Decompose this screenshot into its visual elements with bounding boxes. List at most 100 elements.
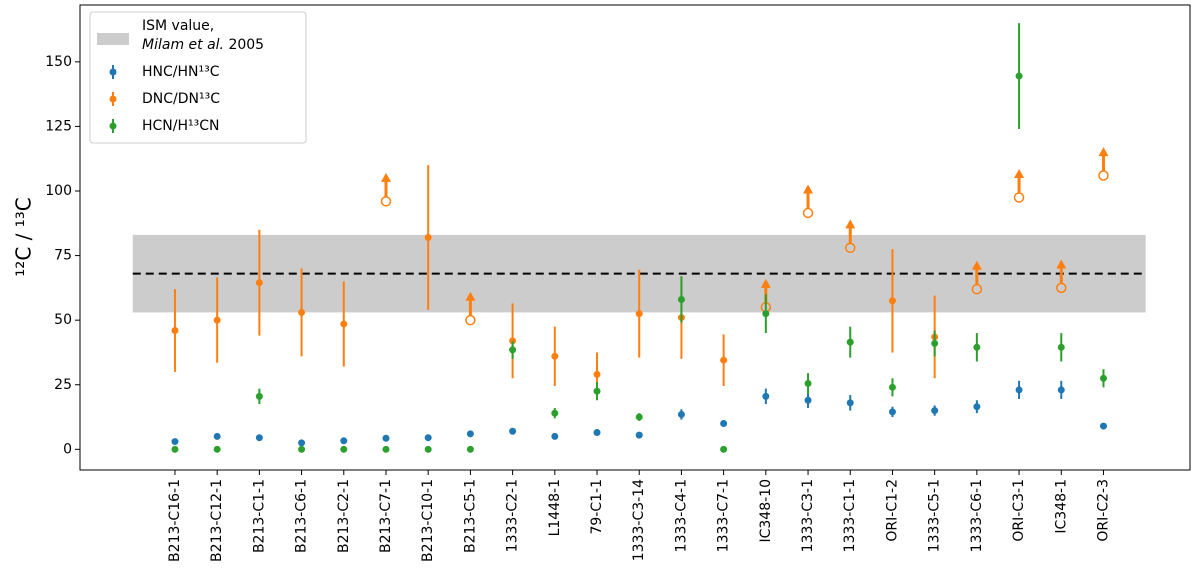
limit-arrow-head: [1098, 147, 1109, 157]
data-point: [424, 434, 432, 442]
data-point: [762, 392, 770, 400]
x-tick-label: 1333-C6-1: [969, 479, 985, 552]
legend-box: [89, 11, 307, 144]
data-point: [677, 296, 685, 303]
data-point: [551, 409, 559, 417]
y-tick-label: 100: [45, 183, 72, 199]
x-tick-label: ORI-C2-3: [1095, 479, 1111, 542]
data-point: [1057, 386, 1065, 394]
data-point: [1015, 72, 1023, 80]
y-axis-label: ¹²C / ¹³C: [12, 197, 36, 276]
x-tick-label: B213-C6-1: [294, 479, 310, 553]
legend-label: DNC/DN¹³C: [142, 91, 220, 107]
data-point: [340, 437, 348, 445]
legend-ism-ref: Milam et al. 2005: [142, 37, 264, 53]
data-point: [171, 445, 179, 453]
legend-ism-author: Milam et al.: [142, 37, 224, 53]
data-point: [804, 379, 812, 387]
x-tick-label: 79-C1-1: [589, 479, 605, 535]
data-point: [340, 320, 348, 328]
limit-arrow-head: [465, 291, 476, 301]
limit-arrow-head: [380, 172, 391, 182]
data-point: [593, 387, 601, 395]
x-tick-label: B213-C2-1: [336, 479, 352, 553]
x-tick-label: B213-C7-1: [378, 479, 394, 553]
x-tick-label: IC348-10: [758, 479, 774, 543]
data-point: [213, 432, 221, 440]
data-point: [635, 310, 643, 318]
limit-arrow-head: [1014, 169, 1025, 179]
data-point: [888, 408, 896, 416]
data-point: [466, 430, 474, 438]
data-point: [1099, 374, 1107, 382]
data-point: [424, 445, 432, 453]
legend-marker: [109, 122, 117, 130]
data-point: [973, 343, 981, 351]
x-tick-label: L1448-1: [547, 479, 563, 536]
y-tick-label: 125: [45, 118, 72, 134]
limit-arrow-head: [760, 278, 771, 288]
data-point: [846, 399, 854, 407]
legend-ism-swatch: [97, 33, 129, 45]
data-point: [255, 279, 263, 287]
data-point: [720, 420, 728, 427]
x-tick-label: B213-C12-1: [209, 479, 225, 562]
limit-arrow-head: [1056, 259, 1067, 269]
data-point: [1099, 422, 1107, 430]
data-point: [931, 407, 939, 415]
x-tick-label: 1333-C2-1: [505, 479, 521, 552]
data-point: [171, 438, 179, 446]
y-tick-label: 50: [54, 312, 72, 328]
data-point: [635, 413, 643, 421]
legend-marker: [109, 95, 117, 103]
data-point: [1015, 386, 1023, 394]
data-point: [1057, 343, 1065, 351]
data-point: [593, 370, 601, 378]
data-point: [466, 445, 474, 453]
x-tick-label: 1333-C5-1: [927, 479, 943, 552]
limit-arrow-head: [845, 219, 856, 229]
limit-point: [1056, 282, 1067, 294]
legend-marker: [109, 68, 117, 76]
data-point: [255, 434, 263, 442]
y-tick-label: 0: [63, 441, 72, 457]
plot-frame: [79, 4, 1191, 471]
legend-label: HNC/HN¹³C: [142, 64, 220, 80]
x-tick-label: 1333-C3-14: [631, 479, 647, 561]
y-tick-label: 75: [54, 248, 72, 264]
limit-point: [1098, 170, 1109, 181]
limit-point: [802, 207, 814, 219]
limit-point: [971, 283, 983, 295]
limit-arrow-head: [971, 260, 982, 270]
data-point: [213, 316, 221, 324]
x-tick-label: ORI-C3-1: [1011, 479, 1027, 542]
data-point: [382, 434, 390, 442]
data-point: [888, 383, 896, 391]
limit-point: [1013, 192, 1025, 203]
x-tick-label: IC348-1: [1053, 479, 1069, 534]
data-point: [635, 431, 643, 439]
data-point: [720, 356, 728, 364]
data-point: [424, 234, 432, 241]
data-point: [340, 445, 348, 453]
legend-label: HCN/H¹³CN: [142, 118, 220, 134]
limit-arrow-head: [803, 184, 814, 194]
x-tick-label: B213-C10-1: [420, 479, 436, 562]
x-tick-label: 1333-C3-1: [800, 479, 816, 552]
x-tick-label: B213-C1-1: [251, 479, 267, 553]
x-tick-label: 1333-C4-1: [673, 479, 689, 552]
data-point: [213, 445, 221, 453]
limit-point: [380, 196, 392, 207]
x-tick-label: B213-C5-1: [462, 479, 478, 553]
data-point: [382, 445, 390, 453]
legend-ism-label: ISM value,: [142, 18, 214, 34]
x-tick-label: 1333-C1-1: [842, 479, 858, 552]
data-point: [677, 410, 685, 418]
data-point: [931, 339, 939, 347]
data-point: [762, 310, 770, 318]
data-point: [846, 338, 854, 346]
data-point: [551, 352, 559, 360]
data-point: [593, 429, 601, 437]
limit-point: [465, 314, 476, 326]
